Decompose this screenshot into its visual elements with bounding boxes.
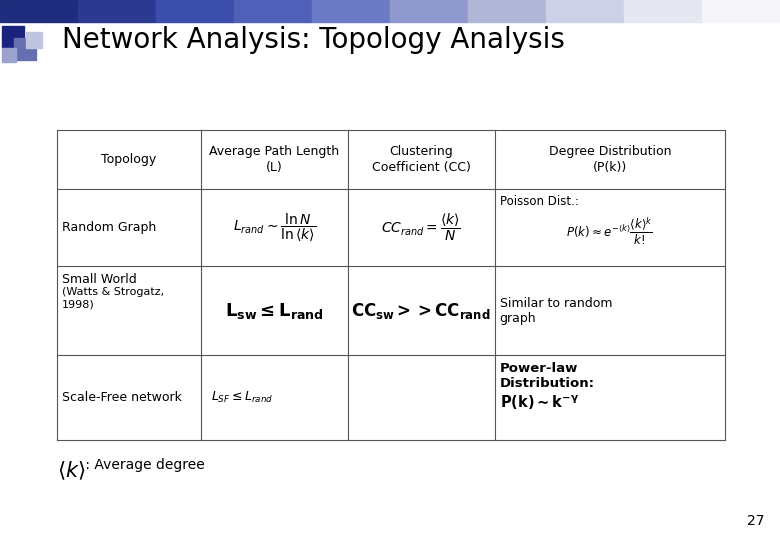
Text: Average Path Length
(L): Average Path Length (L)	[209, 145, 339, 174]
Text: Small World: Small World	[62, 273, 136, 286]
Bar	[390, 0, 468, 22]
Bar	[26, 32, 42, 48]
Text: Network Analysis: Topology Analysis: Network Analysis: Topology Analysis	[62, 26, 565, 54]
Text: Scale-Free network: Scale-Free network	[62, 391, 182, 404]
Text: : Average degree: : Average degree	[81, 458, 204, 472]
Bar	[78, 0, 156, 22]
Text: Similar to random
graph: Similar to random graph	[499, 296, 612, 325]
Text: Degree Distribution
(P(k)): Degree Distribution (P(k))	[548, 145, 671, 174]
Text: Power-law: Power-law	[499, 362, 578, 375]
Text: $\langle k\rangle$: $\langle k\rangle$	[57, 460, 86, 482]
Text: Clustering
Coefficient (CC): Clustering Coefficient (CC)	[371, 145, 470, 174]
Text: $L_{SF} \leq L_{rand}$: $L_{SF} \leq L_{rand}$	[211, 390, 273, 405]
Bar	[14, 38, 36, 60]
Bar	[234, 0, 312, 22]
Text: 1998): 1998)	[62, 299, 94, 309]
Text: $P(k) \approx e^{-\langle k\rangle}\dfrac{\langle k\rangle^k}{k!}$: $P(k) \approx e^{-\langle k\rangle}\dfra…	[566, 216, 653, 247]
Text: 27: 27	[747, 514, 765, 528]
Bar	[702, 0, 780, 22]
Bar	[546, 0, 624, 22]
Text: Topology: Topology	[101, 153, 157, 166]
Bar	[2, 48, 16, 62]
Text: $\mathbf{L_{sw} \leq L_{rand}}$: $\mathbf{L_{sw} \leq L_{rand}}$	[225, 301, 324, 321]
Bar	[156, 0, 234, 22]
Bar	[468, 0, 546, 22]
Bar	[2, 26, 24, 48]
Text: $L_{rand} \sim \dfrac{\ln N}{\ln\langle k\rangle}$: $L_{rand} \sim \dfrac{\ln N}{\ln\langle …	[232, 212, 316, 244]
Bar	[312, 0, 390, 22]
Text: Poisson Dist.:: Poisson Dist.:	[499, 195, 579, 208]
Bar	[0, 0, 78, 22]
Text: $\mathbf{CC_{sw}>>CC_{rand}}$: $\mathbf{CC_{sw}>>CC_{rand}}$	[351, 301, 491, 321]
Bar	[624, 0, 702, 22]
Text: $\mathbf{P(k) \sim k^{-\gamma}}$: $\mathbf{P(k) \sim k^{-\gamma}}$	[499, 394, 579, 413]
Text: Random Graph: Random Graph	[62, 221, 156, 234]
Text: Distribution:: Distribution:	[499, 377, 594, 390]
Text: $CC_{rand} = \dfrac{\langle k\rangle}{N}$: $CC_{rand} = \dfrac{\langle k\rangle}{N}…	[381, 212, 461, 244]
Text: (Watts & Strogatz,: (Watts & Strogatz,	[62, 287, 164, 298]
